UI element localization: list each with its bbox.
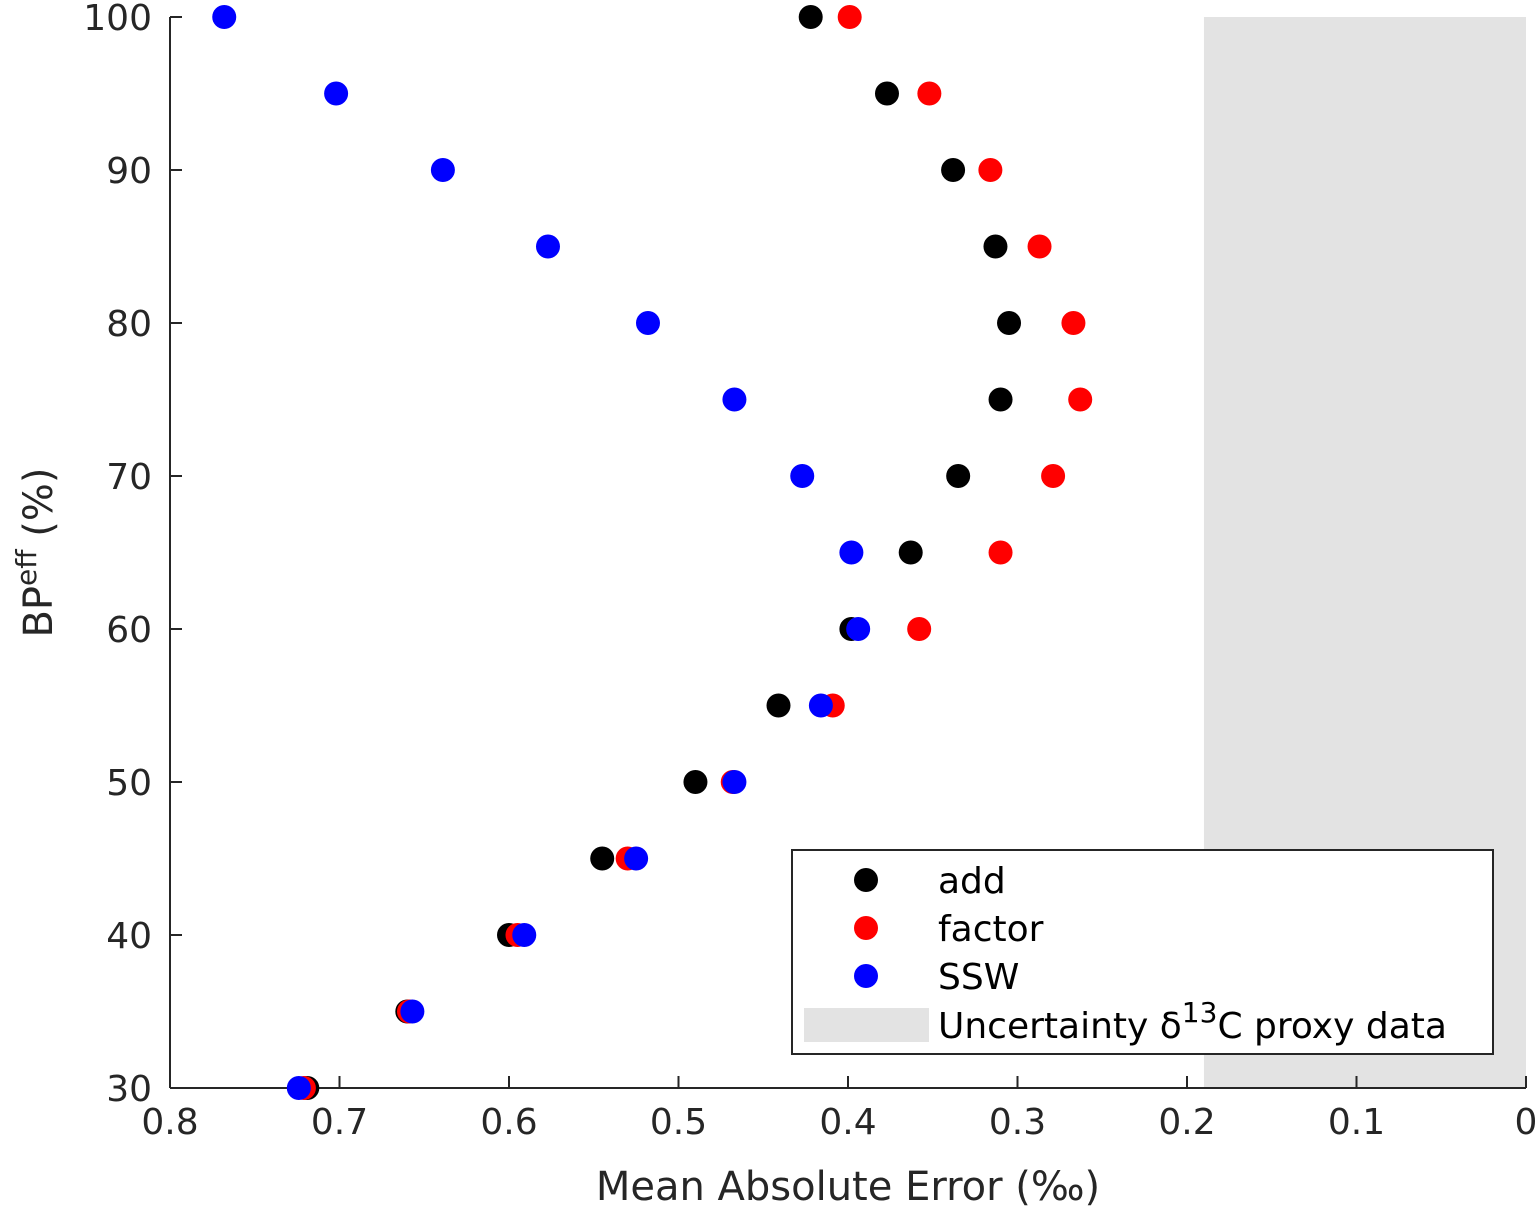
point-add — [766, 693, 791, 718]
legend-label-uncertainty: Uncertainty δ13C proxy data — [938, 996, 1447, 1048]
point-factor — [907, 617, 932, 641]
point-add — [946, 464, 971, 488]
point-factor — [1068, 387, 1093, 412]
x-tick-label: 0.4 — [819, 1102, 876, 1143]
point-factor — [1041, 464, 1066, 488]
y-axis-title-superscript: eff — [10, 549, 43, 586]
point-ssw — [430, 158, 455, 182]
y-tick-label: 40 — [106, 916, 152, 957]
point-add — [983, 234, 1008, 259]
point-ssw — [286, 1076, 311, 1100]
legend-label-ssw: SSW — [938, 957, 1019, 998]
point-ssw — [512, 923, 537, 947]
legend-label-add: add — [938, 861, 1006, 902]
legend-items: add factor SSW — [854, 861, 1044, 998]
point-ssw — [846, 617, 871, 641]
y-axis-ticks: 30 40 50 60 70 80 90 100 — [83, 0, 182, 1110]
point-ssw — [535, 234, 560, 259]
point-ssw — [839, 540, 864, 565]
x-tick-label: 0.1 — [1328, 1102, 1385, 1143]
y-tick-label: 80 — [106, 304, 152, 345]
point-add — [988, 387, 1013, 412]
point-add — [874, 81, 899, 106]
y-axis-title-main: BP — [16, 586, 62, 638]
legend-uncertainty-superscript: 13 — [1182, 996, 1218, 1029]
point-add — [898, 540, 923, 565]
point-ssw — [624, 846, 649, 871]
legend: add factor SSW Uncertainty δ13C proxy data — [791, 849, 1494, 1055]
x-tick-label: 0.6 — [480, 1102, 537, 1143]
x-tick-label: 0.7 — [311, 1102, 368, 1143]
point-factor — [837, 5, 862, 29]
point-ssw — [808, 693, 833, 718]
x-tick-label: 0.5 — [650, 1102, 707, 1143]
point-factor — [1027, 234, 1052, 259]
point-add — [997, 311, 1022, 335]
point-add — [683, 770, 708, 794]
x-axis-title: Mean Absolute Error (‰) — [596, 1164, 1100, 1207]
y-tick-label: 60 — [106, 610, 152, 651]
point-factor — [978, 158, 1003, 182]
point-add — [590, 846, 615, 871]
point-add — [941, 158, 966, 182]
point-ssw — [324, 81, 349, 106]
point-ssw — [635, 311, 660, 335]
legend-swatch-add — [854, 868, 878, 892]
point-add — [798, 5, 823, 29]
x-tick-label: 0.2 — [1158, 1102, 1215, 1143]
data-points — [212, 5, 1093, 1100]
point-factor — [1061, 311, 1086, 335]
x-tick-label: 0.3 — [989, 1102, 1046, 1143]
y-tick-label: 70 — [106, 457, 152, 498]
point-ssw — [722, 770, 747, 794]
x-tick-label: 0.8 — [141, 1102, 198, 1143]
point-factor — [917, 81, 942, 106]
legend-swatch-ssw — [854, 964, 878, 988]
point-ssw — [722, 387, 747, 412]
point-ssw — [212, 5, 237, 29]
point-ssw — [790, 464, 815, 488]
legend-uncertainty-tail: C proxy data — [1217, 1006, 1447, 1047]
legend-swatch-factor — [854, 916, 878, 940]
legend-label-factor: factor — [938, 909, 1044, 950]
legend-uncertainty-main: Uncertainty δ — [938, 1006, 1182, 1047]
y-axis-title-tail: (%) — [16, 467, 62, 549]
y-axis-title: BPeff (%) — [10, 467, 63, 637]
point-ssw — [400, 999, 425, 1024]
point-factor — [988, 540, 1013, 565]
y-tick-label: 50 — [106, 763, 152, 804]
x-tick-label: 0 — [1515, 1102, 1538, 1143]
y-tick-label: 100 — [83, 0, 152, 39]
y-tick-label: 30 — [106, 1069, 152, 1110]
x-axis-ticks: 0.8 0.7 0.6 0.5 0.4 0.3 0.2 0.1 0 — [141, 1076, 1537, 1143]
legend-swatch-uncertainty — [804, 1008, 929, 1042]
y-tick-label: 90 — [106, 151, 152, 192]
